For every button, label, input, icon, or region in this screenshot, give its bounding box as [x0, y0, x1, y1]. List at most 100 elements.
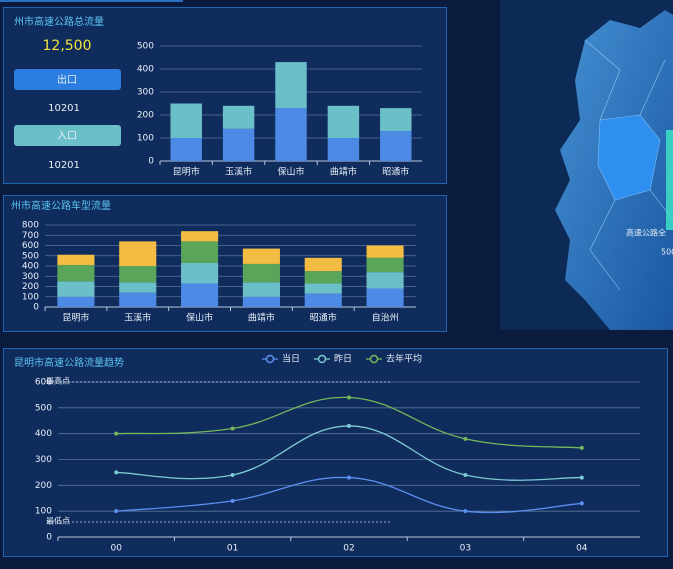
bar-segment [275, 62, 307, 109]
bar-segment [242, 263, 280, 283]
y-tick-label: 400 [22, 262, 39, 272]
bar-segment [57, 296, 95, 307]
point [579, 501, 584, 506]
x-tick-label: 曲靖市 [330, 166, 357, 178]
y-tick-label: 600 [35, 378, 52, 388]
panel-title: 昆明市高速公路流量趋势 [14, 356, 124, 369]
y-tick-label: 700 [22, 231, 39, 241]
bar-segment [119, 266, 157, 283]
x-tick-label: 昭通市 [310, 312, 337, 324]
x-tick-label: 昆明市 [173, 166, 200, 178]
bar-segment [366, 245, 404, 258]
legend-icon[interactable] [317, 354, 327, 364]
y-tick-label: 0 [33, 303, 39, 313]
bar-segment [327, 138, 360, 161]
y-tick-label: 100 [35, 507, 52, 517]
bar-segment [304, 257, 342, 272]
map-label: 高速公路全 [626, 228, 666, 238]
point [347, 475, 351, 480]
legend-icon[interactable] [369, 354, 379, 364]
bar-segment [170, 138, 202, 161]
button[interactable] [14, 125, 121, 146]
point [579, 445, 584, 450]
x-tick-label: 自治州 [372, 312, 399, 324]
legend-label[interactable]: 昨日 [334, 353, 352, 365]
x-tick-label: 保山市 [186, 312, 213, 324]
point [347, 423, 351, 428]
total-value: 12,500 [43, 38, 92, 54]
bar-segment [366, 272, 404, 289]
bar-segment [222, 128, 255, 161]
bar-segment [380, 108, 412, 132]
y-tick-label: 200 [137, 111, 154, 121]
panel [3, 348, 668, 557]
top-strip [0, 0, 183, 2]
point [463, 509, 468, 514]
x-tick-label: 昭通市 [382, 166, 409, 178]
y-tick-label: 600 [22, 241, 39, 251]
y-tick-label: 0 [46, 533, 52, 543]
bar-segment [119, 282, 157, 293]
bar-segment [380, 131, 412, 161]
x-tick-label: 04 [576, 544, 588, 554]
point [114, 470, 119, 475]
button[interactable] [14, 69, 121, 90]
y-tick-label: 100 [22, 292, 39, 302]
point [114, 431, 119, 436]
button-label[interactable]: 出口 [57, 73, 77, 86]
legend-label[interactable]: 当日 [282, 353, 300, 365]
y-tick-label: 400 [35, 429, 52, 439]
map-value: 500 [661, 248, 673, 257]
point [230, 426, 235, 431]
point [463, 473, 468, 477]
button-value: 10201 [48, 160, 80, 171]
legend-icon[interactable] [265, 354, 275, 364]
point [347, 395, 351, 400]
map: 高速公路全 500 [500, 0, 673, 330]
bar-segment [119, 292, 157, 307]
y-tick-label: 500 [22, 251, 39, 261]
bar-segment [222, 105, 255, 129]
bar-segment [57, 281, 95, 297]
bar-segment [181, 231, 219, 242]
panel-title: 州市高速公路总流量 [14, 15, 104, 28]
map-bar [666, 130, 673, 230]
legend-label[interactable]: 去年平均 [386, 353, 422, 365]
x-tick-label: 玉溪市 [124, 312, 151, 324]
y-tick-label: 500 [137, 42, 154, 52]
y-tick-label: 0 [148, 157, 154, 167]
bar-segment [181, 262, 219, 284]
x-tick-label: 03 [460, 544, 471, 554]
x-tick-label: 02 [343, 544, 354, 554]
y-tick-label: 800 [22, 221, 39, 231]
x-tick-label: 00 [110, 544, 122, 554]
point [114, 509, 119, 514]
y-tick-label: 300 [35, 455, 52, 465]
bar-segment [57, 264, 95, 282]
bar-segment [242, 296, 280, 307]
mark-line-label: 最高点 [46, 376, 70, 386]
y-tick-label: 300 [22, 272, 39, 282]
bar-segment [242, 282, 280, 297]
mark-line-label: 最低点 [46, 516, 70, 526]
bar-segment [327, 105, 360, 138]
point [579, 475, 584, 480]
x-tick-label: 玉溪市 [225, 166, 252, 178]
point [463, 436, 468, 441]
bar-segment [57, 254, 95, 265]
bar-segment [304, 283, 342, 294]
map-border [584, 39, 673, 291]
x-tick-label: 保山市 [277, 166, 304, 178]
bar-segment [242, 248, 280, 264]
button-label[interactable]: 入口 [57, 131, 77, 142]
x-tick-label: 曲靖市 [248, 312, 275, 324]
y-tick-label: 400 [137, 65, 154, 75]
y-tick-label: 300 [137, 88, 154, 98]
bar-segment [275, 108, 307, 161]
y-tick-label: 200 [22, 282, 39, 292]
x-tick-label: 昆明市 [62, 312, 89, 324]
bar-segment [170, 103, 202, 138]
bar-segment [304, 293, 342, 307]
y-tick-label: 200 [35, 481, 52, 491]
